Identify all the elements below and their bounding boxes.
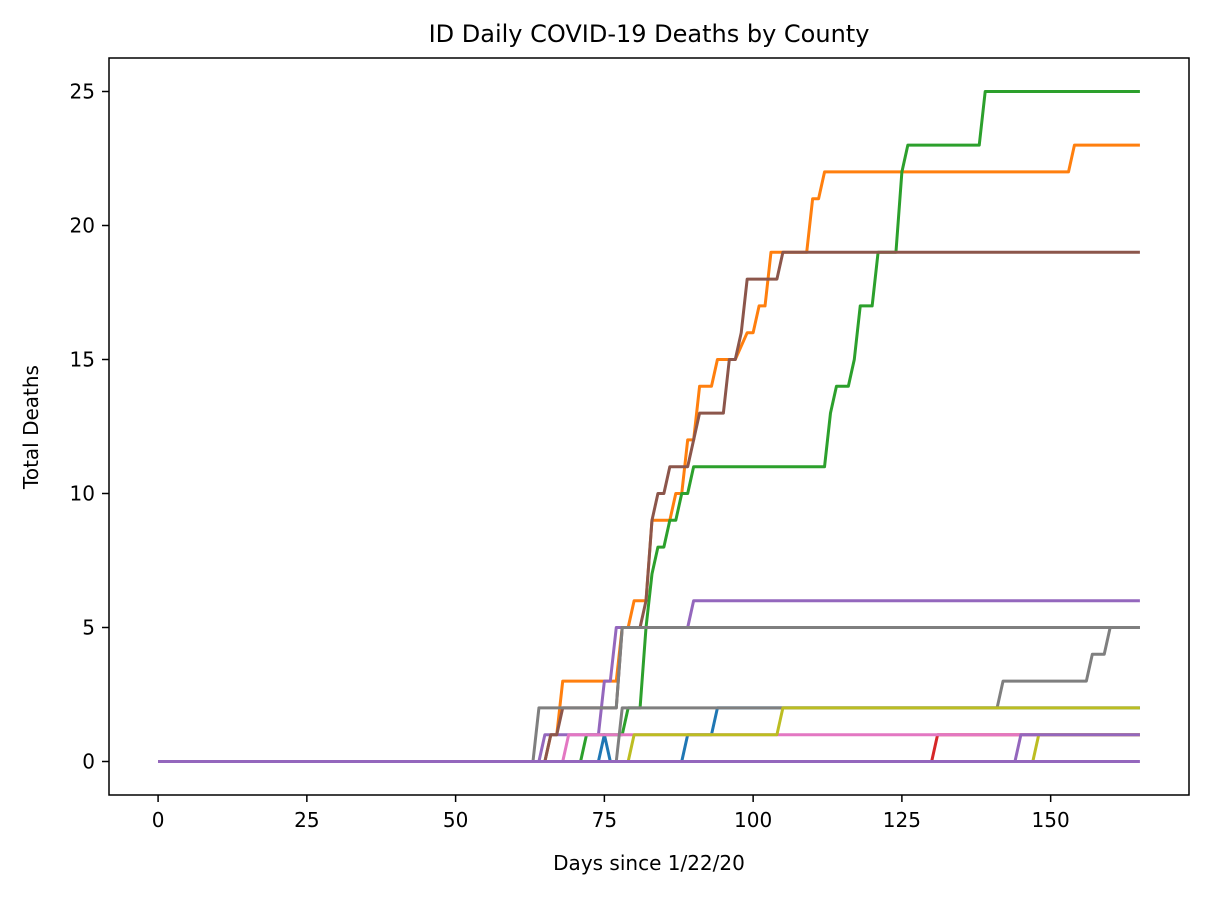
x-axis-label: Days since 1/22/20 xyxy=(553,851,745,875)
y-axis-label: Total Deaths xyxy=(19,365,43,490)
y-tick-label: 5 xyxy=(82,616,95,640)
series-group xyxy=(158,90,1140,763)
x-tick-label: 150 xyxy=(1032,808,1070,832)
y-axis: 0 5 10 15 20 25 xyxy=(70,80,109,774)
series-line-6 xyxy=(158,250,1140,763)
x-tick-label: 100 xyxy=(734,808,772,832)
series-line-5 xyxy=(158,599,1140,763)
y-tick-label: 0 xyxy=(82,750,95,774)
x-axis: 0 25 50 75 100 125 150 xyxy=(152,795,1070,832)
plot-frame xyxy=(108,57,1190,796)
series-line-9 xyxy=(158,626,1140,763)
y-tick-label: 25 xyxy=(70,80,95,104)
y-tick-label: 20 xyxy=(70,214,95,238)
x-tick-label: 125 xyxy=(883,808,921,832)
x-tick-label: 75 xyxy=(592,808,617,832)
y-tick-label: 15 xyxy=(70,348,95,372)
y-tick-label: 10 xyxy=(70,482,95,506)
chart-title: ID Daily COVID-19 Deaths by County xyxy=(429,20,870,48)
x-tick-label: 25 xyxy=(294,808,319,832)
x-tick-label: 0 xyxy=(152,808,165,832)
x-tick-label: 50 xyxy=(443,808,468,832)
